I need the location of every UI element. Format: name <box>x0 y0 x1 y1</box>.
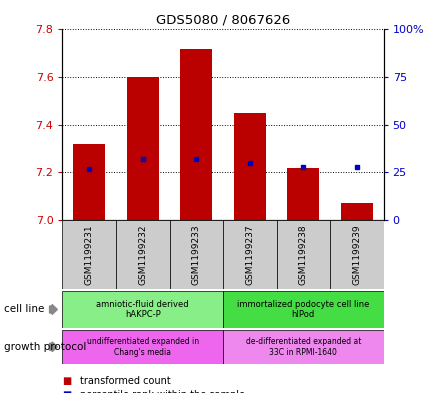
Bar <box>62 220 116 289</box>
Text: immortalized podocyte cell line
hIPod: immortalized podocyte cell line hIPod <box>237 300 369 319</box>
Text: percentile rank within the sample: percentile rank within the sample <box>80 390 244 393</box>
Bar <box>233 113 265 220</box>
Bar <box>180 48 212 220</box>
Bar <box>73 144 105 220</box>
Bar <box>286 168 319 220</box>
Text: GSM1199239: GSM1199239 <box>351 224 360 285</box>
Bar <box>62 330 223 364</box>
Text: undifferentiated expanded in
Chang's media: undifferentiated expanded in Chang's med… <box>86 337 198 356</box>
Bar <box>340 204 372 220</box>
Text: GSM1199233: GSM1199233 <box>191 224 200 285</box>
Text: de-differentiated expanded at
33C in RPMI-1640: de-differentiated expanded at 33C in RPM… <box>245 337 360 356</box>
Bar <box>169 220 223 289</box>
Text: GSM1199238: GSM1199238 <box>298 224 307 285</box>
Bar <box>126 77 158 220</box>
Text: ■: ■ <box>62 390 71 393</box>
Text: cell line: cell line <box>4 305 45 314</box>
Text: GSM1199232: GSM1199232 <box>138 224 147 285</box>
Bar <box>62 291 223 328</box>
Text: transformed count: transformed count <box>80 376 170 386</box>
Text: GSM1199237: GSM1199237 <box>245 224 254 285</box>
Text: amniotic-fluid derived
hAKPC-P: amniotic-fluid derived hAKPC-P <box>96 300 189 319</box>
Bar <box>329 220 383 289</box>
Text: GSM1199231: GSM1199231 <box>85 224 94 285</box>
Bar <box>276 220 329 289</box>
Bar <box>223 220 276 289</box>
Bar <box>223 291 383 328</box>
Bar <box>116 220 169 289</box>
Text: ■: ■ <box>62 376 71 386</box>
Text: growth protocol: growth protocol <box>4 342 86 352</box>
Bar <box>223 330 383 364</box>
Title: GDS5080 / 8067626: GDS5080 / 8067626 <box>156 14 289 27</box>
